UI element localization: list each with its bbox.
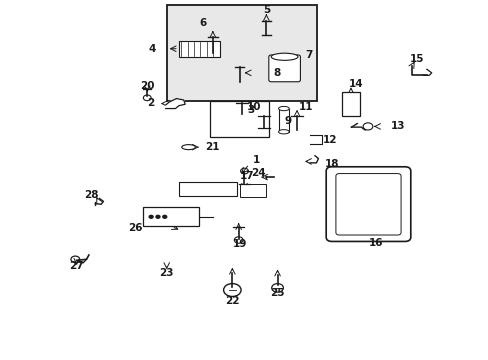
Ellipse shape <box>278 107 288 111</box>
Text: 26: 26 <box>127 223 142 233</box>
Bar <box>239 184 266 197</box>
FancyBboxPatch shape <box>335 174 400 235</box>
Bar <box>166 5 317 102</box>
Text: 13: 13 <box>389 121 404 131</box>
Text: 25: 25 <box>270 288 284 297</box>
Text: 15: 15 <box>409 54 424 64</box>
Text: 12: 12 <box>323 135 337 145</box>
Text: 23: 23 <box>159 268 174 278</box>
Text: 28: 28 <box>84 190 99 200</box>
Bar <box>143 207 199 226</box>
Text: 14: 14 <box>348 78 363 89</box>
Text: 8: 8 <box>273 68 280 78</box>
Text: 7: 7 <box>304 50 311 60</box>
Text: 6: 6 <box>199 18 206 28</box>
Bar <box>278 109 288 132</box>
Bar <box>341 93 360 116</box>
Text: 17: 17 <box>239 171 254 181</box>
Text: 9: 9 <box>285 116 291 126</box>
Text: 1: 1 <box>252 156 260 165</box>
FancyBboxPatch shape <box>325 167 410 242</box>
Ellipse shape <box>182 145 195 150</box>
Text: 20: 20 <box>140 81 154 91</box>
Text: 16: 16 <box>368 238 382 248</box>
Polygon shape <box>165 99 185 109</box>
FancyBboxPatch shape <box>268 55 300 82</box>
Text: 19: 19 <box>232 239 246 249</box>
Circle shape <box>156 215 160 218</box>
Text: 18: 18 <box>324 159 339 169</box>
Text: 22: 22 <box>224 296 239 306</box>
Bar <box>179 182 237 196</box>
FancyBboxPatch shape <box>210 102 268 137</box>
Circle shape <box>149 215 153 218</box>
Ellipse shape <box>278 130 288 134</box>
Text: 10: 10 <box>246 102 261 112</box>
Ellipse shape <box>271 53 297 60</box>
Text: 5: 5 <box>262 5 269 15</box>
Text: 4: 4 <box>148 44 156 54</box>
Text: 11: 11 <box>298 102 313 112</box>
Text: 21: 21 <box>205 142 220 152</box>
Text: 27: 27 <box>69 261 84 271</box>
Text: 2: 2 <box>147 98 154 108</box>
Bar <box>179 41 220 57</box>
Text: 3: 3 <box>246 105 254 115</box>
Text: 24: 24 <box>250 168 265 178</box>
Circle shape <box>163 215 166 218</box>
